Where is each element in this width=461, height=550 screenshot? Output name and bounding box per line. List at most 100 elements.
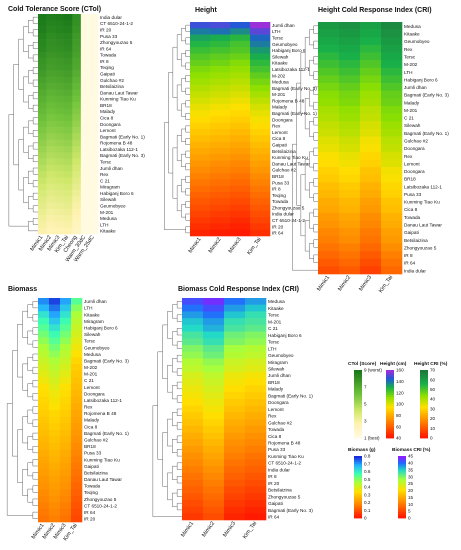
row-label: Geumobyeo	[100, 203, 126, 208]
row-label: IR 64	[404, 261, 416, 266]
heatmap-cell	[89, 32, 99, 40]
heatmap-cell	[55, 177, 65, 185]
row-label: Habiganj Boro 6	[100, 191, 134, 196]
row-label: Towada	[100, 53, 117, 58]
heatmap-cell	[210, 34, 231, 42]
row-label: Rojomena B 48	[84, 411, 117, 416]
heatmap-cell	[318, 113, 340, 122]
legend-swatch	[354, 424, 362, 428]
heatmap-cell	[63, 32, 73, 40]
row-label: Tersc	[404, 55, 416, 60]
legend-swatch	[398, 501, 406, 504]
heatmap-cell	[89, 83, 99, 90]
heatmap-cell	[230, 129, 251, 136]
heatmap-cell	[203, 311, 225, 319]
heatmap-cell	[55, 221, 65, 229]
row-label: Gulchao #2	[100, 78, 124, 83]
heatmap-cell	[339, 205, 361, 214]
legend-swatch	[354, 511, 362, 515]
heatmap-cell	[49, 515, 61, 523]
legend-swatch	[354, 406, 362, 409]
row-label: Bagmati (Early No. 3)	[268, 508, 313, 513]
legend-swatch	[354, 385, 362, 389]
row-label: Towada	[272, 199, 289, 204]
legend-swatch	[354, 480, 362, 484]
panel-title: Height Cold Response Index (CRI)	[318, 7, 432, 14]
heatmap-cell	[38, 502, 50, 510]
heatmap-cell	[190, 53, 211, 61]
legend-swatch	[386, 426, 394, 430]
heatmap-cell	[339, 37, 361, 46]
row-label: Kitaake	[272, 61, 288, 66]
row-label: Doongara	[404, 146, 425, 151]
heatmap-cell	[318, 22, 340, 30]
heatmap-cell	[230, 40, 251, 48]
heatmap-cell	[71, 403, 83, 411]
heatmap-cell	[46, 227, 56, 235]
row-label: Silewah	[84, 332, 101, 337]
heatmap-cell	[55, 26, 65, 34]
heatmap-cell	[89, 158, 99, 166]
row-label: Doongara	[100, 122, 121, 127]
heatmap-cell	[381, 243, 403, 252]
heatmap-cell	[80, 208, 90, 216]
heatmap-cell	[60, 383, 72, 391]
heatmap-cell	[89, 20, 99, 27]
heatmap-cell	[55, 196, 65, 203]
heatmap-cell	[72, 164, 82, 172]
legend-tick: 10	[408, 502, 414, 507]
heatmap-cell	[38, 221, 47, 229]
row-label: CT 6510-24-1-2	[100, 21, 133, 26]
legend-swatch	[354, 410, 362, 414]
heatmap-cell	[250, 110, 271, 117]
heatmap-cell	[38, 51, 47, 59]
legend-swatch	[420, 424, 428, 428]
heatmap-cell	[49, 502, 61, 510]
heatmap-cell	[49, 390, 61, 398]
row-label: Pusa 33	[100, 34, 118, 39]
heatmap-cell	[360, 190, 382, 198]
heatmap-cell	[210, 78, 231, 86]
heatmap-cell	[224, 298, 246, 306]
heatmap-cell	[339, 106, 361, 114]
heatmap-cell	[318, 60, 340, 69]
heatmap-cell	[55, 39, 65, 46]
heatmap-cell	[381, 128, 403, 137]
heatmap-cell	[89, 164, 99, 172]
heatmap-cell	[230, 72, 251, 79]
heatmap-cell	[60, 410, 72, 417]
row-label: IR 8	[100, 59, 109, 64]
heatmap-cell	[224, 345, 246, 353]
heatmap-cell	[182, 298, 204, 306]
row-label: Cica 8	[268, 434, 282, 439]
row-label: Rex	[84, 405, 93, 410]
heatmap-cell	[80, 32, 90, 40]
heatmap-cell	[318, 266, 340, 275]
row-label: BR18	[84, 444, 96, 449]
heatmap-cell	[203, 439, 225, 447]
heatmap-cell	[190, 198, 211, 205]
heatmap-cell	[230, 103, 251, 111]
heatmap-cell	[72, 58, 82, 65]
legend-swatch	[354, 419, 362, 423]
heatmap-cell	[224, 513, 246, 521]
legend-swatch	[354, 497, 362, 500]
heatmap-cell	[190, 72, 211, 79]
heatmap-cell	[89, 215, 99, 222]
heatmap-cell	[318, 128, 340, 137]
row-label: Latsibozaka 112-1	[84, 398, 122, 403]
heatmap-cell	[210, 154, 231, 161]
legend-title: Biomass CRI (%)	[392, 447, 431, 453]
heatmap-cell	[360, 83, 382, 92]
row-label: Gulchao #2	[404, 139, 428, 144]
heatmap-cell	[46, 164, 56, 172]
heatmap-cell	[38, 20, 47, 27]
legend-swatch	[354, 484, 362, 488]
heatmap-cell	[71, 390, 83, 398]
heatmap-cell	[89, 89, 99, 97]
heatmap-cell	[210, 40, 231, 48]
heatmap-cell	[360, 243, 382, 252]
heatmap-cell	[210, 66, 231, 73]
row-label: Bagmati (Early No. 3)	[404, 93, 449, 98]
heatmap-cell	[80, 64, 90, 71]
